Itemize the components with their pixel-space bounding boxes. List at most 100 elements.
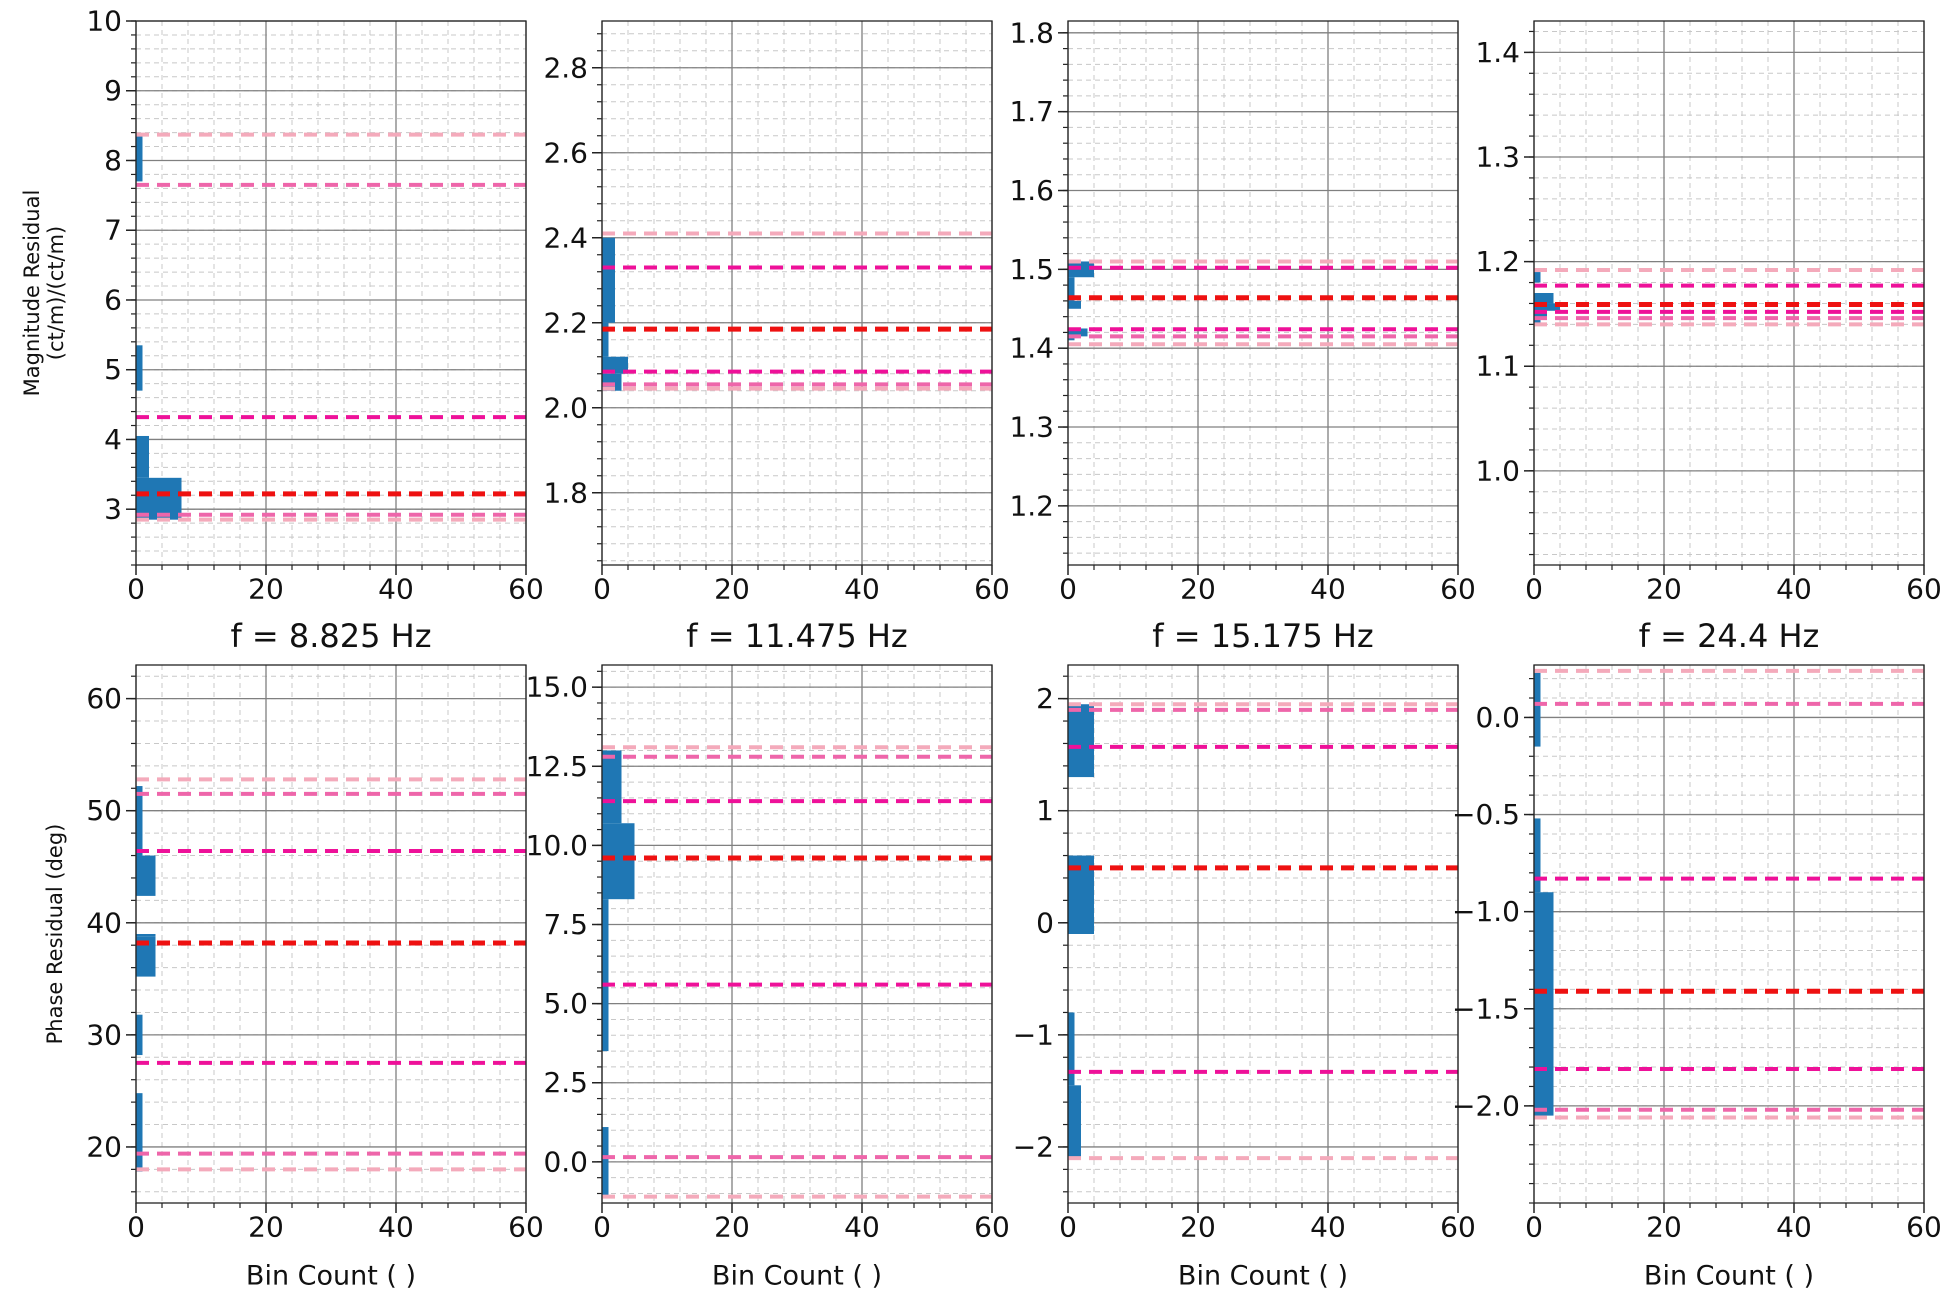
x-tick-label: 0: [1059, 1211, 1077, 1244]
x-tick-label: 40: [378, 573, 414, 606]
x-tick-label: 60: [1440, 573, 1476, 606]
x-tick-label: 40: [1776, 573, 1812, 606]
y-tick-label: 1.7: [1009, 95, 1054, 128]
histogram-bar: [1068, 704, 1094, 778]
panel-title: f = 8.825 Hz: [230, 617, 431, 655]
histogram-bar: [136, 435, 149, 478]
y-tick-label: −1.5: [1452, 992, 1520, 1025]
panel-title: f = 24.4 Hz: [1639, 617, 1820, 655]
y-tick-label: 0.0: [1475, 701, 1520, 734]
y-axis-label: Phase Residual (deg): [43, 824, 67, 1045]
y-tick-label: 5: [104, 353, 122, 386]
chart-panel-3: 1.2 1.3 1.4 1.5 1.6 1.7 1.8 0 20 40 60: [1009, 16, 1475, 605]
y-tick-label: −2: [1013, 1130, 1054, 1163]
x-tick-label: 20: [1646, 1211, 1682, 1244]
histogram-bar: [602, 899, 609, 1052]
y-tick-label: −0.5: [1452, 798, 1520, 831]
histogram-bar: [136, 136, 143, 182]
y-tick-label: 30: [86, 1018, 122, 1051]
x-tick-label: 40: [378, 1211, 414, 1244]
x-tick-label: 60: [508, 1211, 544, 1244]
x-axis-label: Bin Count ( ): [1644, 1261, 1814, 1292]
y-tick-label: 1.2: [1475, 245, 1520, 278]
y-tick-label: 1: [1036, 794, 1054, 827]
axes-frame: [1067, 20, 1459, 566]
axes-frame: [601, 20, 993, 566]
histogram-bar: [1068, 277, 1075, 301]
x-tick-label: 40: [1310, 573, 1346, 606]
axes-frame: [1533, 664, 1925, 1204]
y-tick-label: 2.5: [543, 1066, 588, 1099]
histogram-bar: [1534, 293, 1554, 304]
histogram-bar: [1068, 1085, 1081, 1159]
x-tick-label: 20: [248, 1211, 284, 1244]
y-tick-label: 2: [1036, 682, 1054, 715]
axes-frame: [135, 664, 527, 1204]
x-tick-label: 40: [844, 1211, 880, 1244]
y-tick-label: 7: [104, 214, 122, 247]
y-tick-label: −2.0: [1452, 1089, 1520, 1122]
histogram-bar: [602, 322, 609, 357]
y-tick-label: −1: [1013, 1018, 1054, 1051]
y-tick-label: 1.5: [1009, 253, 1054, 286]
x-tick-label: 40: [1776, 1211, 1812, 1244]
x-tick-label: 0: [593, 573, 611, 606]
axes-frame: [135, 20, 527, 566]
y-tick-label: 10.0: [526, 829, 588, 862]
histogram-bar: [136, 1014, 143, 1056]
x-tick-label: 0: [127, 573, 145, 606]
x-axis-label: Bin Count ( ): [246, 1261, 416, 1292]
x-tick-label: 40: [1310, 1211, 1346, 1244]
histogram-bar: [602, 823, 635, 900]
x-tick-label: 0: [593, 1211, 611, 1244]
axes-frame: [601, 664, 993, 1204]
histogram-bar: [1534, 318, 1541, 325]
panel-title: f = 15.175 Hz: [1152, 617, 1373, 655]
x-axis-label: Bin Count ( ): [712, 1261, 882, 1292]
panel-title: f = 11.475 Hz: [686, 617, 907, 655]
x-tick-label: 0: [1525, 1211, 1543, 1244]
y-tick-label: 2.0: [543, 391, 588, 424]
x-tick-label: 20: [1180, 1211, 1216, 1244]
y-tick-label: 50: [86, 794, 122, 827]
x-tick-label: 60: [1440, 1211, 1476, 1244]
y-tick-label: 2.6: [543, 136, 588, 169]
y-tick-label: 1.1: [1475, 350, 1520, 383]
chart-panel-2: 1.8 2.0 2.2 2.4 2.6 2.8 0 20 40 60: [543, 20, 1010, 606]
x-axis-label: Bin Count ( ): [1178, 1261, 1348, 1292]
y-tick-label: −1.0: [1452, 895, 1520, 928]
axes-frame: [1533, 20, 1925, 566]
y-tick-label: 6: [104, 283, 122, 316]
axes-frame: [1067, 664, 1459, 1204]
y-tick-label: 8: [104, 144, 122, 177]
chart-panel-6: 0.0 2.5 5.0 7.5 10.0 12.5 15.0 0 20 40 60 Bin Count…: [526, 617, 1010, 1292]
histogram-bar: [136, 477, 182, 520]
y-tick-label: 1.8: [543, 476, 588, 509]
x-tick-label: 40: [844, 573, 880, 606]
y-tick-label: 1.3: [1475, 141, 1520, 174]
y-axis-label: Magnitude Residual(ct/m)/(ct/m): [20, 190, 68, 397]
histogram-bar: [136, 855, 156, 896]
histogram-bar: [1534, 310, 1547, 319]
histogram-bar: [602, 237, 615, 323]
y-tick-label: 2.8: [543, 51, 588, 84]
chart-panel-1: 3 4 5 6 7 8 9 10 0 20 40 60 Magnitude Residual(ct/m)…: [20, 5, 544, 606]
y-tick-label: 1.3: [1009, 411, 1054, 444]
y-tick-label: 9: [104, 74, 122, 107]
chart-panel-8: −2.0 −1.5 −1.0 −0.5 0.0 0 20 40 60 Bin Count ( ) f…: [1452, 617, 1942, 1292]
x-tick-label: 60: [1906, 573, 1942, 606]
y-tick-label: 1.6: [1009, 174, 1054, 207]
y-tick-label: 5.0: [543, 987, 588, 1020]
histogram-bar: [136, 345, 143, 391]
y-tick-label: 7.5: [543, 908, 588, 941]
y-tick-label: 1.0: [1475, 454, 1520, 487]
y-tick-label: 1.8: [1009, 16, 1054, 49]
x-tick-label: 20: [1646, 573, 1682, 606]
y-tick-label: 10: [86, 5, 122, 38]
x-tick-label: 60: [1906, 1211, 1942, 1244]
histogram-bar: [1068, 300, 1081, 309]
y-tick-label: 1.2: [1009, 489, 1054, 522]
histogram-bar: [136, 786, 143, 856]
